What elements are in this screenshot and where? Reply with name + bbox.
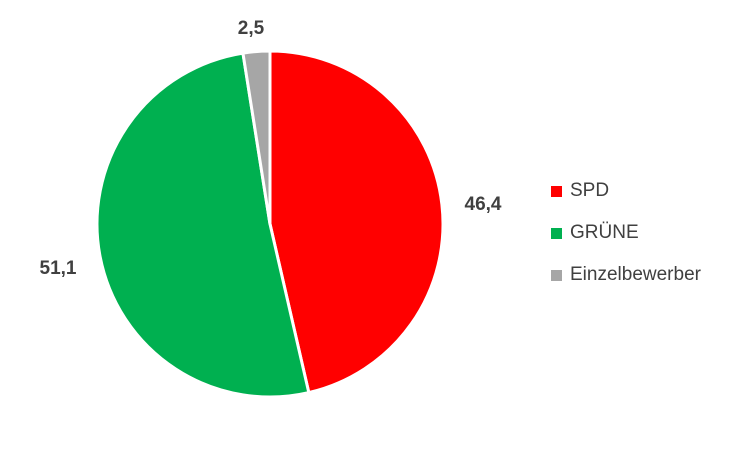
legend-item-einzelbewerber: Einzelbewerber [551, 254, 701, 296]
pie-slice-einzelbewerber [241, 49, 272, 226]
legend-label-spd: SPD [570, 180, 610, 201]
legend-item-spd: SPD [551, 170, 701, 212]
legend: SPD GRÜNE Einzelbewerber [551, 170, 701, 296]
data-label-spd: 46,4 [465, 194, 502, 215]
data-label-einzelbewerber: 2,5 [238, 18, 265, 39]
pie-slices [95, 49, 445, 399]
legend-label-einzelbewerber: Einzelbewerber [570, 264, 701, 285]
legend-swatch-gruene [551, 227, 562, 239]
legend-label-gruene: GRÜNE [570, 222, 639, 243]
data-labels: 46,4 51,1 2,5 [40, 18, 502, 279]
data-label-gruene: 51,1 [40, 258, 77, 279]
legend-swatch-einzelbewerber [551, 269, 562, 281]
legend-item-gruene: GRÜNE [551, 212, 701, 254]
pie-slice-spd [268, 49, 445, 395]
legend-swatch-spd [551, 185, 562, 197]
